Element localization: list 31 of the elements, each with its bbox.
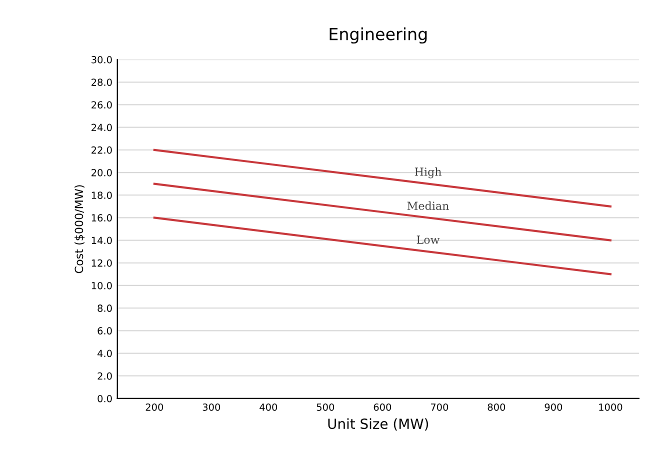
series-label: High <box>414 167 442 178</box>
x-axis-title: Unit Size (MW) <box>328 418 428 431</box>
y-tick-label: 0.0 <box>98 394 112 402</box>
series-label: Low <box>416 236 440 244</box>
x-tick-label: 1000 <box>599 403 622 411</box>
y-tick-label: 20.0 <box>92 168 112 176</box>
y-tick-label: 24.0 <box>92 124 112 132</box>
x-tick-label: 800 <box>488 403 506 411</box>
x-tick-label: 500 <box>316 403 334 411</box>
y-tick-label: 4.0 <box>98 350 112 358</box>
y-tick-label: 28.0 <box>92 78 112 86</box>
x-tick-label: 400 <box>260 403 278 411</box>
y-tick-label: 6.0 <box>98 327 112 335</box>
x-tick-label: 200 <box>146 403 164 411</box>
y-tick-label: 8.0 <box>98 304 112 312</box>
x-tick-label: 600 <box>374 403 392 411</box>
y-tick-label: 12.0 <box>92 259 112 267</box>
y-tick-label: 26.0 <box>92 101 112 109</box>
series-label: Median <box>407 201 449 210</box>
x-tick-label: 700 <box>430 403 448 411</box>
x-tick-label: 300 <box>202 403 220 411</box>
x-tick-label: 900 <box>544 403 562 411</box>
y-tick-label: 14.0 <box>92 236 112 244</box>
y-tick-label: 30.0 <box>92 56 112 64</box>
y-tick-label: 22.0 <box>92 146 112 154</box>
chart-title: Engineering <box>330 27 427 44</box>
y-tick-label: 16.0 <box>92 214 112 222</box>
y-tick-label: 2.0 <box>98 372 112 380</box>
y-axis-title: Cost ($000/MW) <box>74 185 85 274</box>
y-tick-label: 18.0 <box>92 192 112 199</box>
y-tick-label: 10.0 <box>92 282 112 290</box>
